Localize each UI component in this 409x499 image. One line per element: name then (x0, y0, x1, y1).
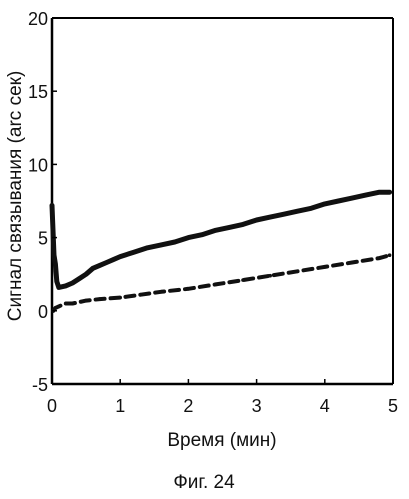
dashed-series-point (350, 261, 354, 265)
figure-caption: Фиг. 24 (173, 472, 235, 493)
dashed-series-point (139, 293, 143, 297)
solid-series-point (387, 190, 391, 194)
solid-series-point (200, 233, 204, 237)
solid-series-point (77, 276, 81, 280)
solid-series-point (91, 266, 95, 270)
dashed-series-point (187, 287, 191, 291)
solid-series-point (309, 206, 313, 210)
dashed-series-point (214, 283, 218, 287)
solid-series-point (53, 262, 57, 266)
x-axis-title: Время (мин) (167, 430, 276, 451)
x-tick-label: 1 (115, 396, 125, 416)
dashed-series-point (323, 265, 327, 269)
solid-series-point (268, 215, 272, 219)
dashed-series-point (241, 278, 245, 282)
solid-series-point (336, 199, 340, 203)
x-tick-label: 4 (320, 396, 330, 416)
dashed-series-point (71, 302, 75, 306)
dashed-series-point (84, 299, 88, 303)
x-tick-label: 2 (183, 396, 193, 416)
solid-series-point (186, 235, 190, 239)
series-layer (50, 190, 392, 313)
solid-series-point (51, 221, 55, 225)
solid-series-point (159, 243, 163, 247)
dashed-series-point (98, 297, 102, 301)
dashed-series-point (64, 302, 68, 306)
solid-series-point (377, 190, 381, 194)
solid-series-point (132, 250, 136, 254)
solid-series-point (364, 193, 368, 197)
solid-series-point (98, 263, 102, 267)
solid-series-point (295, 209, 299, 213)
solid-series-point (227, 225, 231, 229)
solid-series-point (323, 202, 327, 206)
x-tick-label: 3 (252, 396, 262, 416)
y-tick-label: 15 (28, 82, 48, 102)
solid-series-point (118, 254, 122, 258)
solid-series-point (214, 228, 218, 232)
solid-series-point (52, 253, 56, 257)
dashed-series-point (268, 274, 272, 278)
solid-series-point (145, 246, 149, 250)
dashed-series-point (388, 253, 392, 257)
x-tick-label: 5 (388, 396, 398, 416)
dashed-series-point (296, 270, 300, 274)
solid-series-point (173, 240, 177, 244)
solid-series-point (84, 272, 88, 276)
dashed-series-point (378, 256, 382, 260)
dashed-series-point (159, 290, 163, 294)
y-tick-label: 5 (38, 229, 48, 249)
solid-series-point (104, 260, 108, 264)
solid-series-point (350, 196, 354, 200)
solid-series-point (57, 285, 61, 289)
y-axis-title: Сигнал связывания (arc сек) (5, 71, 26, 322)
solid-series-line (52, 192, 390, 287)
solid-series-point (55, 279, 59, 283)
y-tick-label: 20 (28, 9, 48, 29)
solid-series-point (254, 218, 258, 222)
solid-series-point (241, 222, 245, 226)
solid-series-point (70, 281, 74, 285)
solid-series-point (282, 212, 286, 216)
dashed-series-point (118, 296, 122, 300)
solid-series-point (111, 257, 115, 261)
dashed-series-point (54, 306, 58, 310)
solid-series-point (63, 284, 67, 288)
y-tick-label: 0 (38, 302, 48, 322)
x-tick-label: 0 (47, 396, 57, 416)
tick-layer: 012345-505101520 (28, 9, 398, 416)
solid-series-point (50, 203, 54, 207)
y-tick-label: -5 (32, 375, 48, 395)
y-tick-label: 10 (28, 155, 48, 175)
dashed-series-point (57, 305, 61, 309)
